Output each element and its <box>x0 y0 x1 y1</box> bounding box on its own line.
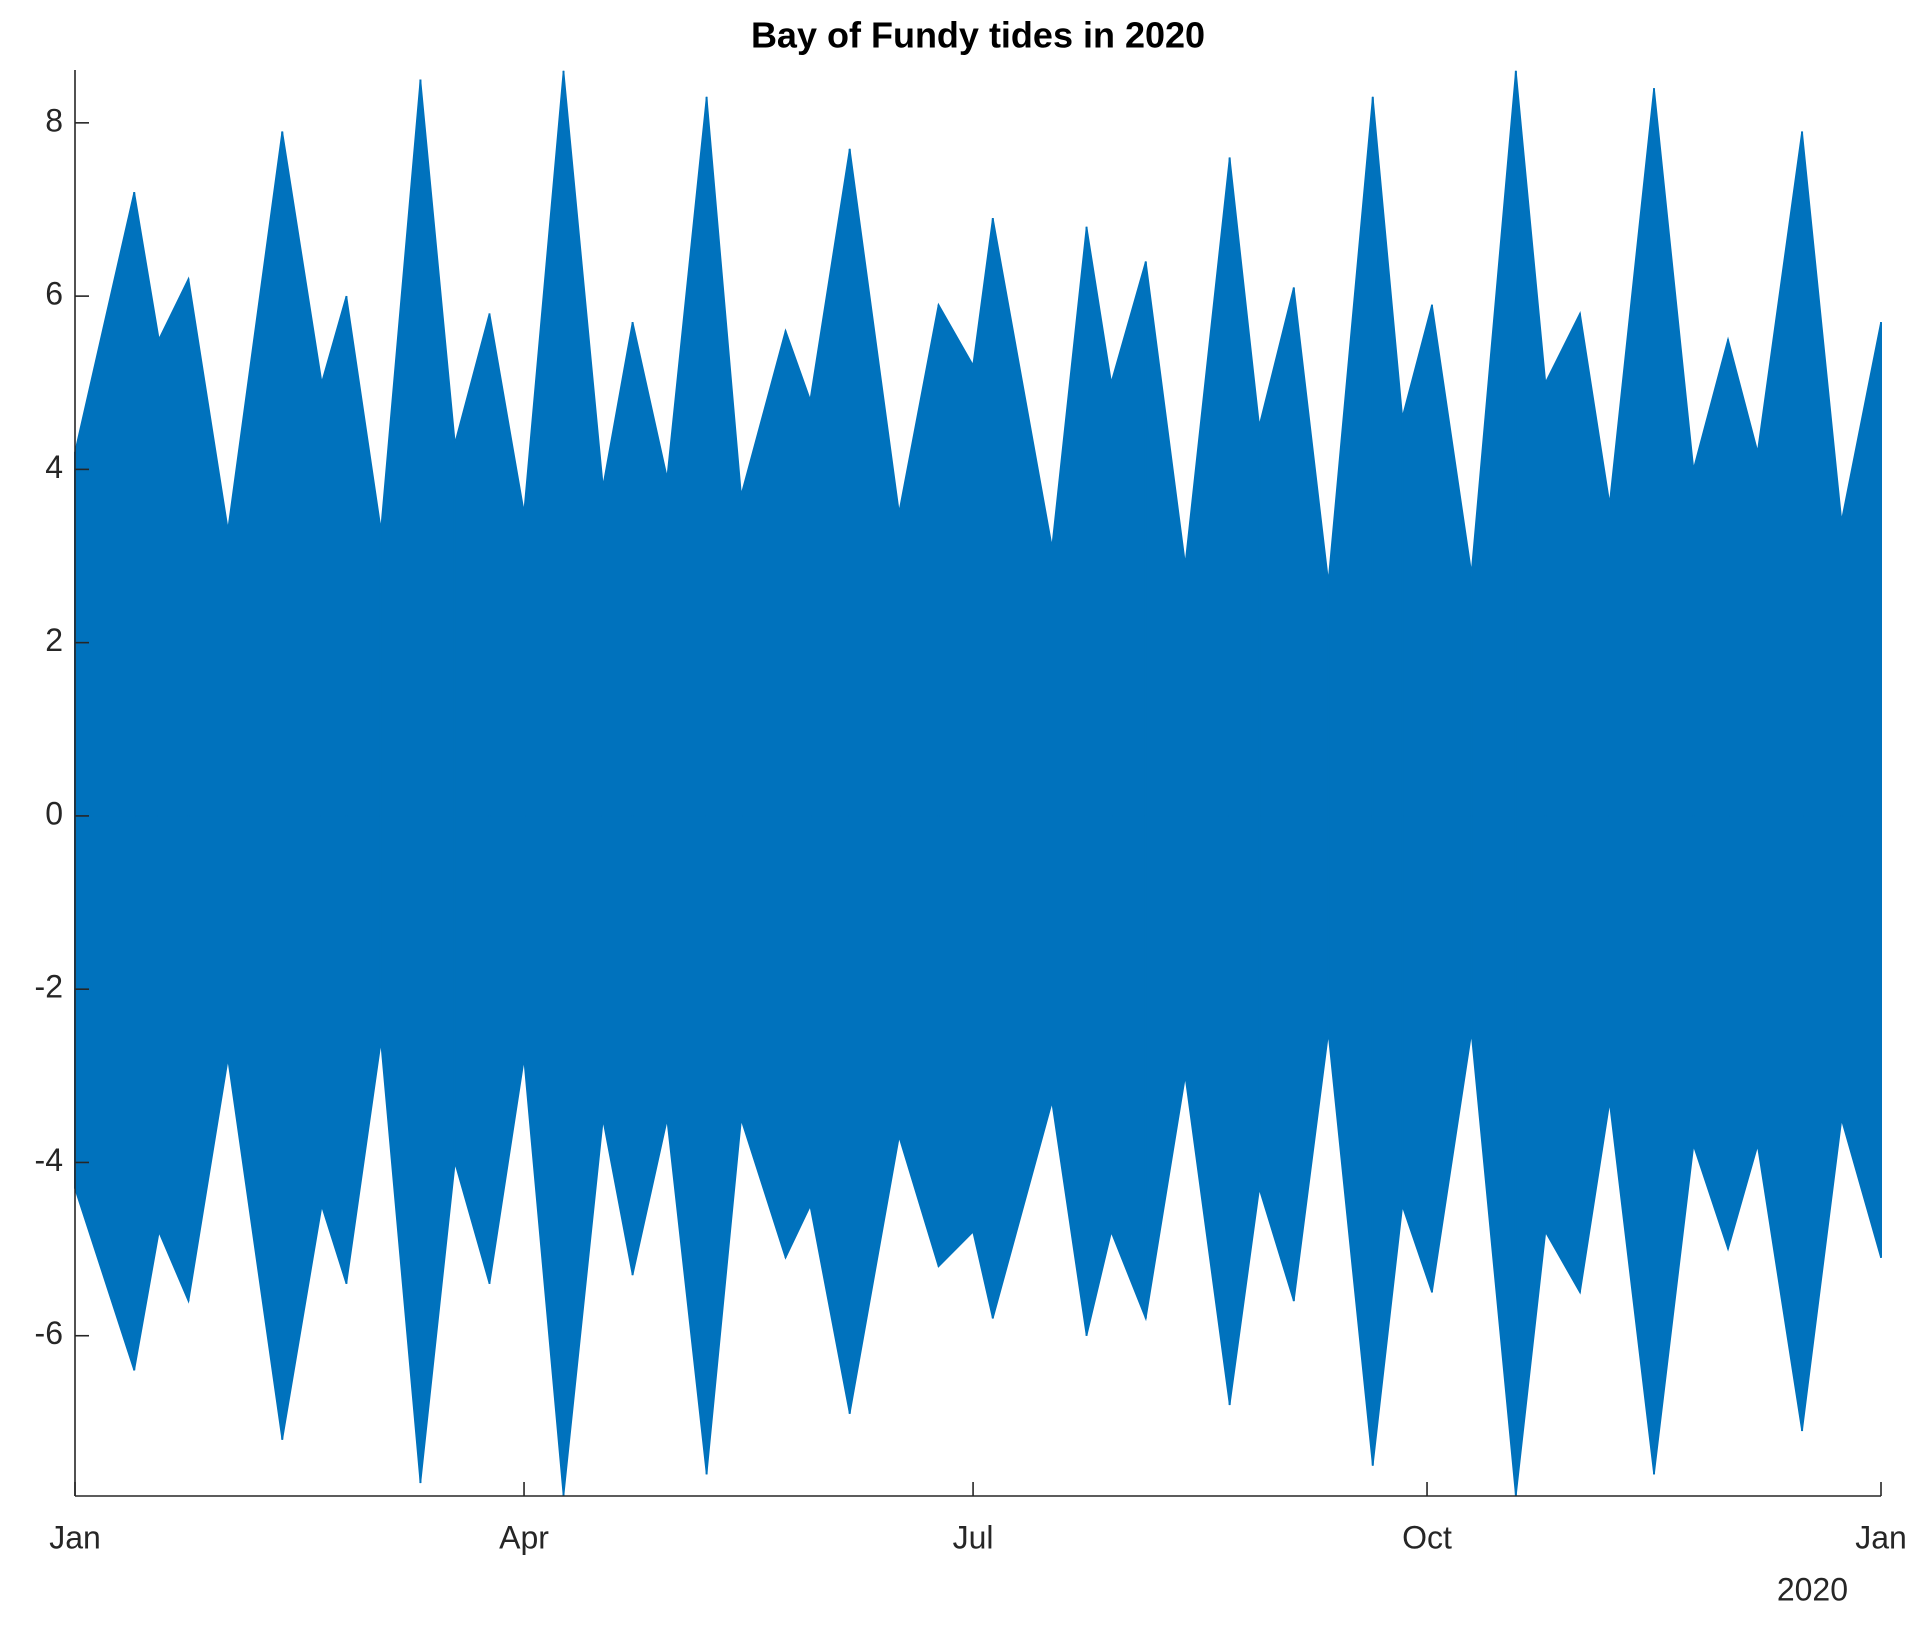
y-tick-label: -6 <box>35 1315 63 1351</box>
year-label: 2020 <box>1777 1571 1848 1607</box>
tide-area-low <box>74 815 1882 1497</box>
y-tick-label: 0 <box>45 795 63 831</box>
y-tick-label: 8 <box>45 102 63 138</box>
x-tick-label: Jan <box>49 1519 101 1555</box>
y-tick-label: 2 <box>45 622 63 658</box>
x-tick-label: Jan <box>1855 1519 1907 1555</box>
x-tick-label: Jul <box>953 1519 994 1555</box>
x-tick-label: Oct <box>1402 1519 1452 1555</box>
y-tick-label: -2 <box>35 969 63 1005</box>
x-tick-label: Apr <box>499 1519 549 1555</box>
y-tick-label: 4 <box>45 449 63 485</box>
y-tick-label: -4 <box>35 1142 63 1178</box>
y-tick-label: 6 <box>45 276 63 312</box>
chart-title: Bay of Fundy tides in 2020 <box>751 15 1205 56</box>
